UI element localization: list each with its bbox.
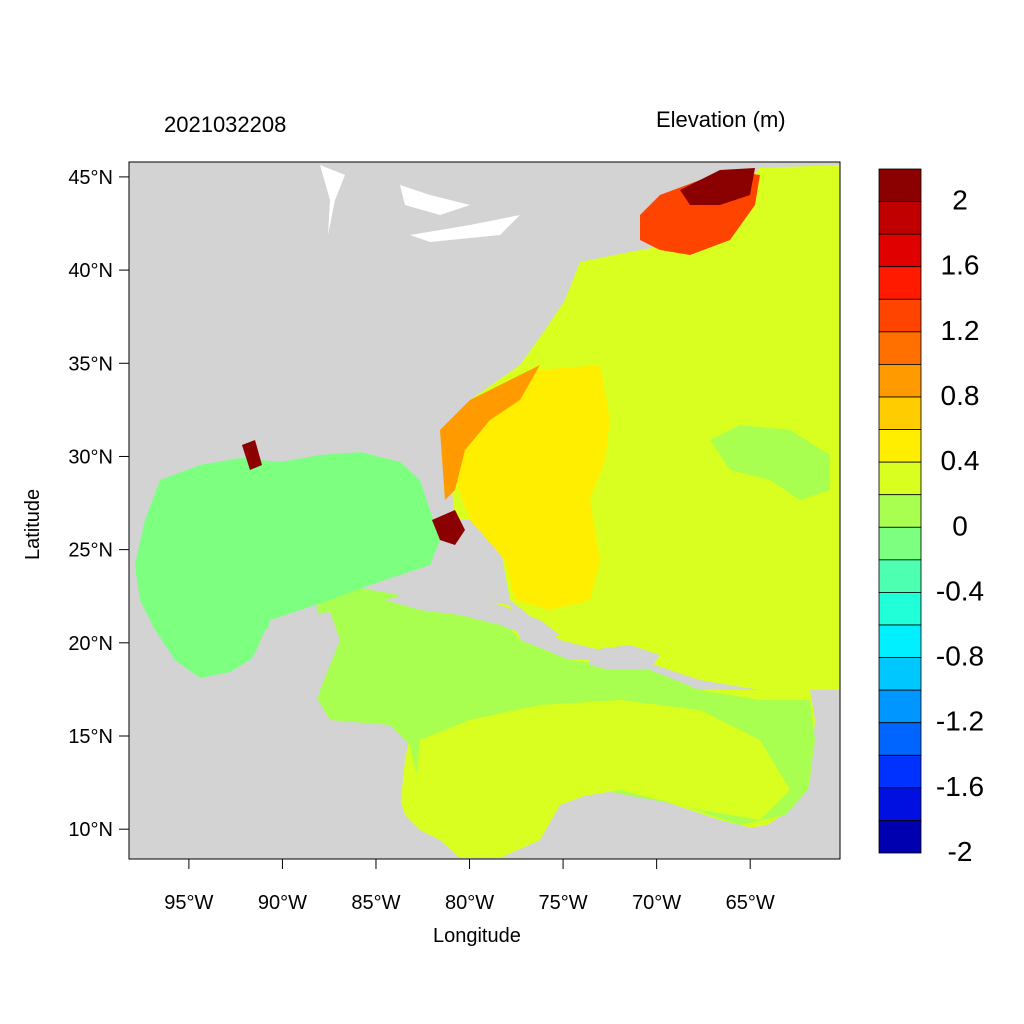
colorbar-label: -1.2 [936, 706, 984, 737]
colorbar-swatch [878, 624, 922, 658]
colorbar [878, 168, 922, 854]
cuba-land [385, 590, 560, 640]
colorbar-swatch [878, 689, 922, 724]
colorbar-swatch [878, 820, 922, 854]
great-lakes [320, 165, 520, 242]
lon-tick-label: 75°W [539, 892, 588, 914]
colorbar-swatch [878, 168, 922, 202]
yucatan-land [250, 612, 340, 720]
colorbar-swatch [878, 266, 922, 300]
lat-tick-label: 15°N [68, 726, 113, 748]
colorbar-label: 1.6 [941, 250, 980, 281]
variable-title: Elevation (m) [656, 107, 786, 132]
map-frame [128, 161, 841, 860]
central-america-land [129, 720, 420, 858]
lon-tick-label: 70°W [632, 892, 681, 914]
colorbar-swatch [878, 233, 922, 268]
lat-tick-label: 30°N [68, 446, 113, 468]
south-america-land [540, 810, 840, 858]
colorbar-swatch [878, 461, 922, 496]
x-axis-label: Longitude [433, 925, 521, 947]
lon-tick-label: 80°W [445, 892, 494, 914]
colorbar-label: -0.4 [936, 575, 984, 606]
surge-louisiana [242, 440, 262, 470]
colorbar-swatch [878, 722, 922, 756]
colorbar-label: 0.8 [941, 380, 980, 411]
lat-tick-label: 10°N [68, 819, 113, 841]
colorbar-swatch [878, 787, 922, 821]
hispaniola-land [590, 645, 660, 670]
colorbar-label: -2 [948, 836, 973, 867]
colorbar-labels: 2 1.6 1.2 0.8 0.4 0 -0.4 -0.8 -1.2 -1.6 -2 [936, 185, 984, 867]
colorbar-swatch [878, 429, 922, 463]
longitude-ticks: 95°W 90°W 85°W 80°W 75°W 70°W 65°W [164, 859, 775, 914]
colorbar-label: -0.8 [936, 641, 984, 672]
colorbar-swatch [878, 754, 922, 789]
lon-tick-label: 85°W [351, 892, 400, 914]
colorbar-label: 1.2 [941, 315, 980, 346]
surge-northeast-core [680, 168, 755, 205]
colorbar-label: -1.6 [936, 771, 984, 802]
lat-tick-label: 35°N [68, 353, 113, 375]
colorbar-label: 0 [952, 510, 968, 541]
colorbar-label: 0.4 [941, 445, 980, 476]
colorbar-swatch [878, 201, 922, 235]
lon-tick-label: 65°W [726, 892, 775, 914]
colorbar-swatch [878, 364, 922, 398]
lon-tick-label: 90°W [258, 892, 307, 914]
surge-florida [432, 510, 465, 545]
west-atlantic-yellow [710, 425, 830, 500]
colorbar-swatch [878, 298, 922, 333]
colorbar-label: 2 [952, 185, 968, 216]
colorbar-swatch [878, 657, 922, 691]
colorbar-swatch [878, 592, 922, 626]
gulf-of-mexico [135, 452, 440, 678]
lat-tick-label: 45°N [68, 167, 113, 189]
colorbar-swatch [878, 526, 922, 561]
map-panel [129, 162, 840, 859]
lon-tick-label: 95°W [164, 892, 213, 914]
timestamp-label: 2021032208 [164, 112, 287, 137]
latitude-ticks: 45°N 40°N 35°N 30°N 25°N 20°N 15°N 10°N [68, 167, 129, 841]
lat-tick-label: 20°N [68, 633, 113, 655]
colorbar-swatch [878, 396, 922, 430]
colorbar-swatch [878, 494, 922, 528]
lat-tick-label: 40°N [68, 260, 113, 282]
gulfstream-band [455, 365, 610, 610]
surge-carolina [440, 365, 540, 500]
caribbean-yellow-zone [415, 700, 790, 845]
colorbar-swatch [878, 559, 922, 593]
lat-tick-label: 25°N [68, 540, 113, 562]
colorbar-swatch [878, 331, 922, 365]
